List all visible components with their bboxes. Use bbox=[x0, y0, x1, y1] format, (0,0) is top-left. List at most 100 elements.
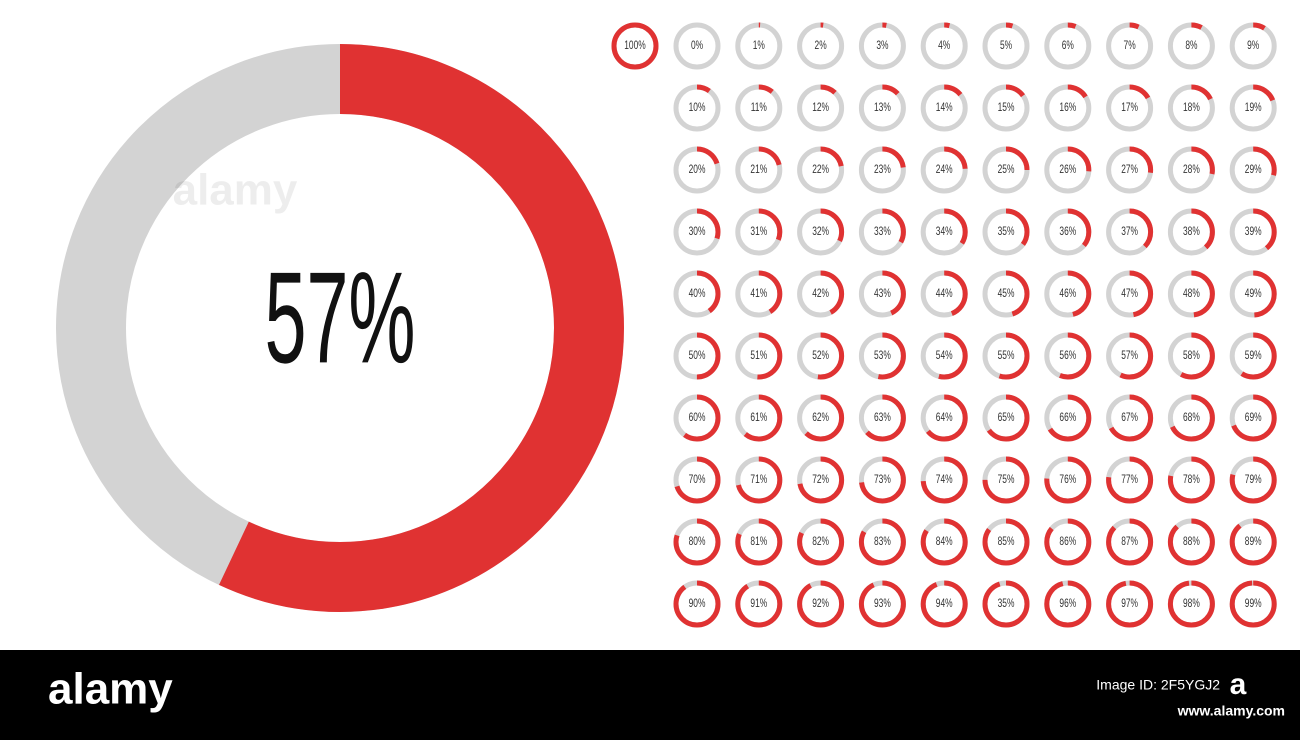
gauge-label: 70% bbox=[689, 474, 706, 487]
gauge-label: 30% bbox=[689, 226, 706, 239]
gauge-label: 88% bbox=[1183, 536, 1200, 549]
gauge-arc bbox=[920, 208, 968, 256]
gauge-label: 13% bbox=[874, 102, 891, 115]
gauge-label: 69% bbox=[1245, 412, 1262, 425]
gauge-label: 68% bbox=[1183, 412, 1200, 425]
gauge-label: 4% bbox=[938, 40, 950, 53]
gauge-arc bbox=[673, 270, 721, 318]
gauge-label: 93% bbox=[874, 598, 891, 611]
gauge-label: 11% bbox=[751, 102, 767, 115]
gauge-arc bbox=[1167, 22, 1215, 70]
gauge-arc bbox=[1229, 208, 1277, 256]
gauge-arc bbox=[1106, 22, 1154, 70]
watermark: alamy bbox=[173, 166, 298, 215]
gauge-arc bbox=[1106, 518, 1154, 566]
gauge-label: 72% bbox=[812, 474, 829, 487]
gauge-arc bbox=[1044, 332, 1092, 380]
gauge-label: 36% bbox=[1059, 226, 1076, 239]
gauge-arc bbox=[1167, 146, 1215, 194]
gauge-label: 90% bbox=[689, 598, 706, 611]
gauge-arc bbox=[858, 518, 906, 566]
gauge-arc bbox=[1229, 146, 1277, 194]
gauge-arc bbox=[1167, 518, 1215, 566]
gauge-label: 53% bbox=[874, 350, 891, 363]
gauge-label: 43% bbox=[874, 288, 891, 301]
gauge-arc bbox=[1167, 456, 1215, 504]
gauge-arc bbox=[797, 84, 845, 132]
gauge-arc bbox=[797, 394, 845, 442]
gauge-label: 74% bbox=[936, 474, 953, 487]
gauge-arc bbox=[735, 332, 783, 380]
gauge-area: 57% 100% 0% 1% 2% 3% 4% 5% 6% 7% 8% 9% 10% 11% 12% 13% 1… bbox=[56, 22, 1277, 628]
gauge-arc bbox=[797, 332, 845, 380]
gauge-arc bbox=[858, 394, 906, 442]
gauge-label: 17% bbox=[1121, 102, 1138, 115]
gauge-label: 26% bbox=[1059, 164, 1076, 177]
gauge-arc bbox=[611, 22, 659, 70]
gauge-label: 97% bbox=[1121, 598, 1138, 611]
gauge-label: 79% bbox=[1245, 474, 1262, 487]
gauge-label: 25% bbox=[998, 164, 1015, 177]
gauge-label: 87% bbox=[1121, 536, 1138, 549]
gauge-label: 35% bbox=[998, 226, 1015, 239]
gauge-arc bbox=[1229, 22, 1277, 70]
gauge-label: 12% bbox=[812, 102, 829, 115]
gauge-label: 14% bbox=[936, 102, 953, 115]
gauge-label: 59% bbox=[1245, 350, 1262, 363]
gauge-arc bbox=[1106, 580, 1154, 628]
gauge-label: 31% bbox=[750, 226, 767, 239]
gauge-arc bbox=[982, 456, 1030, 504]
gauge-label: 91% bbox=[750, 598, 767, 611]
gauge-label: 57% bbox=[265, 245, 416, 391]
gauge-label: 77% bbox=[1121, 474, 1138, 487]
gauge-label: 61% bbox=[750, 412, 767, 425]
gauge-arc bbox=[1044, 394, 1092, 442]
gauge-label: 35% bbox=[998, 598, 1015, 611]
gauge-label: 48% bbox=[1183, 288, 1200, 301]
image-id: Image ID: 2F5YGJ2 bbox=[1096, 677, 1220, 693]
gauge-track bbox=[673, 22, 721, 70]
gauge-arc bbox=[797, 22, 845, 70]
gauge-arc bbox=[982, 208, 1030, 256]
gauge-label: 66% bbox=[1059, 412, 1076, 425]
gauge-arc bbox=[920, 270, 968, 318]
gauge-arc bbox=[1106, 208, 1154, 256]
gauge-label: 16% bbox=[1059, 102, 1076, 115]
gauge-label: 100% bbox=[624, 40, 645, 53]
gauge-label: 60% bbox=[689, 412, 706, 425]
gauge-arc bbox=[920, 456, 968, 504]
gauge-label: 47% bbox=[1121, 288, 1138, 301]
gauge-label: 49% bbox=[1245, 288, 1262, 301]
gauge-arc bbox=[1044, 22, 1092, 70]
gauge-arc bbox=[1044, 456, 1092, 504]
gauge-arc bbox=[858, 146, 906, 194]
gauge-arc bbox=[1167, 580, 1215, 628]
gauge-arc bbox=[735, 22, 783, 70]
gauge-arc bbox=[1229, 394, 1277, 442]
gauge-arc bbox=[920, 22, 968, 70]
gauge-label: 44% bbox=[936, 288, 953, 301]
gauge-arc bbox=[673, 394, 721, 442]
gauge-arc bbox=[1167, 208, 1215, 256]
gauge-arc bbox=[1106, 84, 1154, 132]
gauge-arc bbox=[673, 146, 721, 194]
gauge-label: 10% bbox=[689, 102, 706, 115]
gauge-label: 39% bbox=[1245, 226, 1262, 239]
gauge-label: 73% bbox=[874, 474, 891, 487]
gauge-label: 37% bbox=[1121, 226, 1138, 239]
gauge-arc bbox=[797, 270, 845, 318]
gauge-label: 23% bbox=[874, 164, 891, 177]
gauge-arc bbox=[735, 208, 783, 256]
gauge-label: 33% bbox=[874, 226, 891, 239]
gauge-label: 45% bbox=[998, 288, 1015, 301]
gauge-label: 86% bbox=[1059, 536, 1076, 549]
gauge-label: 32% bbox=[812, 226, 829, 239]
gauge-arc bbox=[735, 580, 783, 628]
footer-url: www.alamy.com bbox=[1177, 703, 1285, 719]
gauge-label: 40% bbox=[689, 288, 706, 301]
gauge-label: 94% bbox=[936, 598, 953, 611]
gauge-arc bbox=[673, 84, 721, 132]
gauge-label: 78% bbox=[1183, 474, 1200, 487]
gauge-label: 0% bbox=[691, 40, 703, 53]
gauge-arc bbox=[797, 208, 845, 256]
